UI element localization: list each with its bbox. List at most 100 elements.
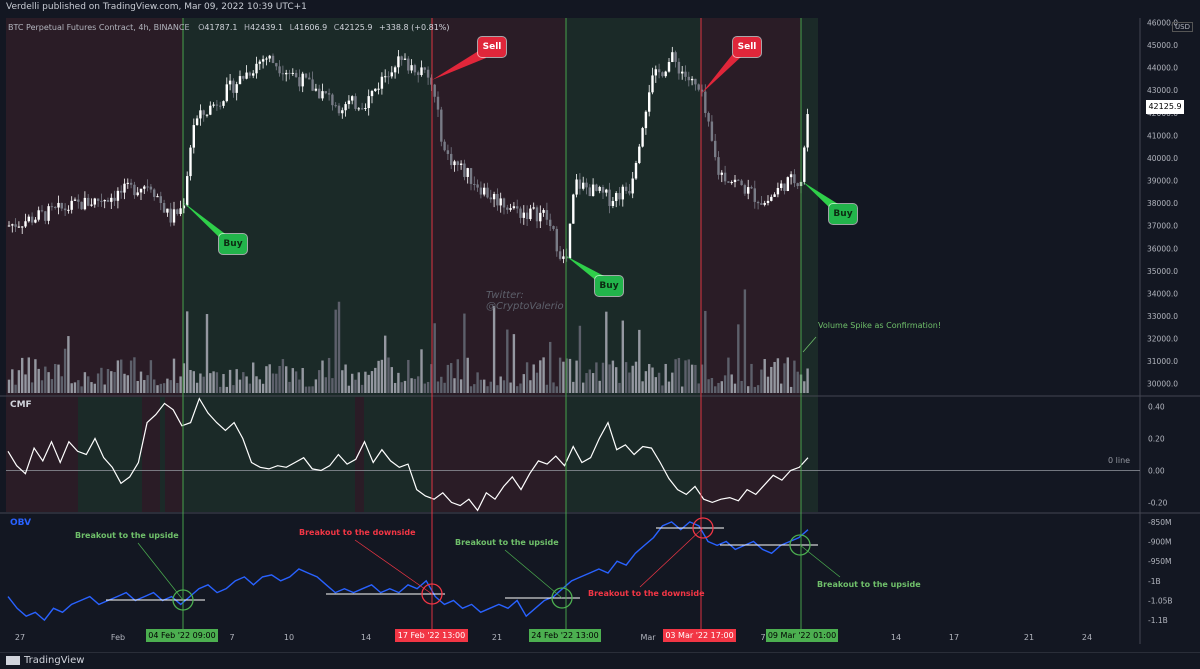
candle-body <box>733 179 737 183</box>
volume-bar <box>766 376 770 393</box>
time-tick: 24 <box>1082 633 1092 642</box>
candle-body <box>433 84 436 97</box>
volume-bar <box>549 341 552 393</box>
candle-body <box>139 188 143 193</box>
candle-body <box>27 216 30 222</box>
candle-body <box>304 73 308 78</box>
candle-body <box>169 208 172 223</box>
candle-body <box>57 202 60 208</box>
volume-bar <box>644 371 648 393</box>
candle-body <box>222 101 225 106</box>
publish-info: Verdelli published on TradingView.com, M… <box>6 2 307 12</box>
time-tick: 27 <box>15 633 25 642</box>
volume-bar <box>129 360 133 393</box>
candle-body <box>684 71 687 77</box>
candle-body <box>535 207 539 222</box>
candle-body <box>420 67 423 76</box>
volume-bar <box>136 380 139 393</box>
candle-body <box>324 91 327 94</box>
obv-line <box>7 521 809 622</box>
volume-bar <box>199 373 202 393</box>
candle-body <box>120 190 123 193</box>
volume-bar <box>730 374 733 393</box>
candle-body <box>450 153 453 166</box>
candle-body <box>456 161 459 165</box>
candle-body <box>664 71 667 77</box>
volume-bar <box>506 329 509 393</box>
ohlc-high-label: H <box>244 23 251 32</box>
volume-bar <box>308 386 311 393</box>
volume-bar <box>255 376 258 393</box>
volume-bar <box>654 377 657 393</box>
callout-pointer-4 <box>701 50 742 94</box>
candle-body <box>753 188 756 202</box>
volume-bar <box>278 365 281 393</box>
volume-bar <box>397 372 400 393</box>
volume-bar <box>116 360 120 393</box>
candle-body <box>377 88 380 90</box>
volume-bar <box>789 386 793 393</box>
volume-bar <box>407 359 410 393</box>
volume-bar <box>492 306 496 393</box>
candle-body <box>766 200 770 203</box>
volume-bar <box>433 323 436 393</box>
volume-bar <box>687 359 690 393</box>
volume-bar <box>347 385 351 393</box>
volume-bar <box>440 376 443 393</box>
volume-bar <box>334 309 337 393</box>
candle-body <box>116 190 120 201</box>
volume-bar <box>301 367 304 393</box>
candle-body <box>380 76 384 89</box>
candle-body <box>90 204 93 206</box>
candle-body <box>483 187 486 195</box>
candle-body <box>661 72 664 77</box>
candle-body <box>591 184 595 197</box>
volume-bar <box>443 382 446 393</box>
volume-bar <box>684 360 687 393</box>
chart-canvas[interactable]: 30000.0 31000.0 32000.0 33000.0 34000.0 35000… <box>0 16 1200 652</box>
candle-body <box>750 187 753 189</box>
date-tag-buy-3: 09 Mar '22 01:00 <box>766 629 838 642</box>
candle-body <box>690 78 694 81</box>
candle-body <box>393 67 397 73</box>
candle-body <box>506 207 509 210</box>
candle-body <box>96 198 100 201</box>
candle-body <box>747 187 750 194</box>
volume-bar <box>664 363 667 393</box>
candle-body <box>367 96 370 109</box>
candle-body <box>707 113 710 122</box>
candle-body <box>242 76 245 79</box>
candle-body <box>334 105 337 107</box>
candle-body <box>608 189 611 207</box>
volume-bar <box>783 363 786 393</box>
volume-bar <box>413 378 417 393</box>
volume-bar <box>380 359 384 393</box>
volume-bar <box>677 357 681 393</box>
volume-bar <box>582 382 585 393</box>
candle-body <box>374 88 377 92</box>
candle-body <box>308 77 311 80</box>
obv-breakout-up-3: Breakout to the upside <box>817 580 921 589</box>
volume-bar <box>60 376 63 393</box>
volume-bar <box>618 382 621 393</box>
volume-bar <box>311 386 314 393</box>
volume-bar <box>367 374 370 393</box>
candle-body <box>54 206 57 208</box>
volume-bar <box>450 363 453 393</box>
candle-body <box>618 193 621 200</box>
tradingview-logo[interactable]: TradingView <box>6 655 84 666</box>
obv-breakout-pointer <box>799 544 841 578</box>
candle-body <box>136 192 139 196</box>
candle-body <box>529 208 532 220</box>
cmf-tick: 0.20 <box>1148 435 1165 444</box>
cmf-stripe-3 <box>142 397 160 512</box>
volume-bar <box>499 376 502 393</box>
twitter-watermark: Twitter: @CryptoValerio <box>486 290 564 312</box>
volume-bar <box>252 362 255 393</box>
candle-body <box>100 200 103 202</box>
candle-body <box>106 199 110 202</box>
volume-bar <box>179 376 182 393</box>
volume-bar <box>337 301 341 393</box>
volume-bar <box>489 381 492 393</box>
volume-bar <box>763 359 766 393</box>
